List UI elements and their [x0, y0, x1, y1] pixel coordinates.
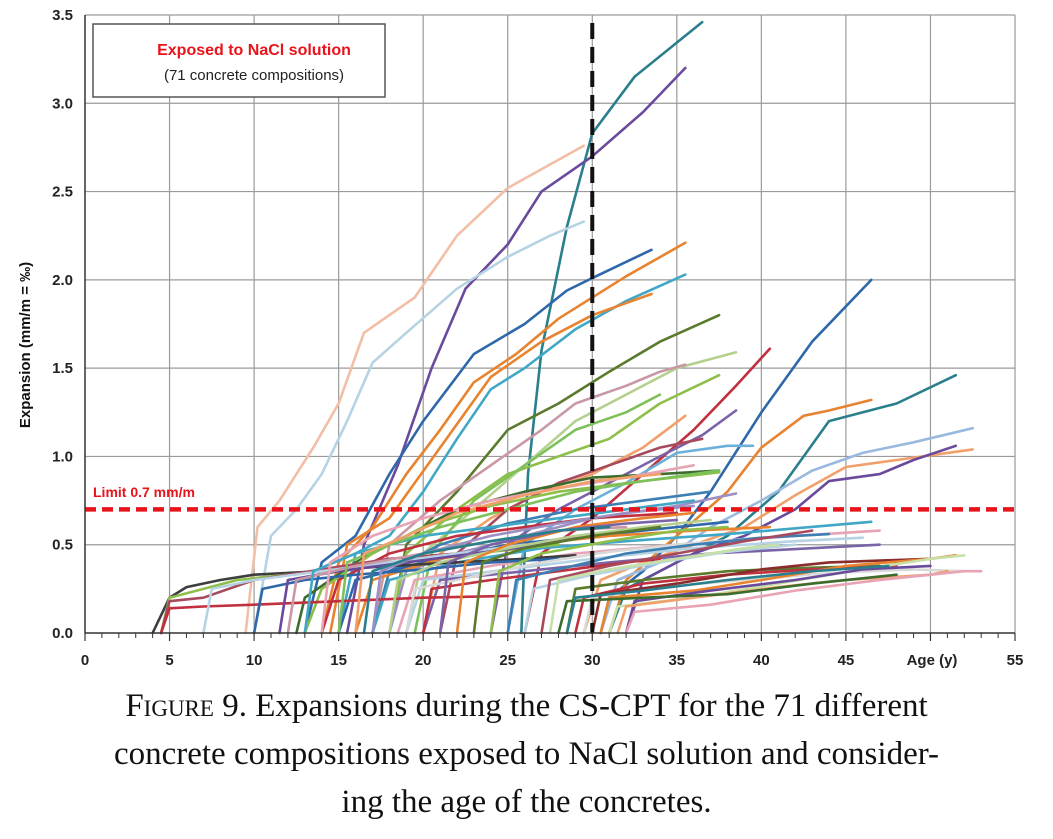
y-tick-label: 1.5: [52, 360, 73, 377]
series-line-57: [337, 469, 721, 635]
series-line-45: [557, 573, 898, 635]
x-tick-label: 20: [415, 652, 432, 669]
series-line-59: [371, 504, 696, 635]
limit-label: Limit 0.7 mm/m: [93, 484, 195, 500]
series-line-71: [548, 543, 780, 635]
series-line-3: [244, 144, 586, 635]
series-lines: [151, 20, 983, 635]
x-axis-label: Age (y): [907, 652, 958, 669]
caption-label: Figure 9.: [125, 688, 247, 724]
series-line-61: [404, 536, 763, 635]
y-tick-label: 2.0: [52, 272, 73, 289]
y-tick-label: 3.0: [52, 95, 73, 112]
caption-line-3: ing the age of the concretes.: [341, 784, 712, 820]
x-tick-label: 40: [753, 652, 770, 669]
series-line-65: [540, 529, 814, 635]
legend-box: Exposed to NaCl solution (71 concrete co…: [92, 23, 386, 98]
series-line-1: [519, 20, 704, 635]
x-tick-label: 45: [838, 652, 855, 669]
y-tick-label: 1.0: [52, 448, 73, 465]
series-line-4: [252, 220, 586, 635]
y-tick-label: 3.5: [52, 7, 73, 24]
series-line-7: [337, 273, 687, 635]
series-line-2: [345, 66, 687, 635]
series-line-19: [599, 426, 975, 635]
y-tick-label: 2.5: [52, 184, 73, 201]
series-line-70: [362, 525, 611, 635]
series-line-51: [202, 543, 526, 635]
grid: [85, 14, 1016, 633]
x-tick-label: 25: [499, 652, 516, 669]
series-line-5: [303, 248, 653, 635]
series-line-64: [523, 543, 797, 635]
series-line-69: [438, 518, 679, 635]
legend-title: Exposed to NaCl solution: [157, 42, 351, 59]
series-line-13: [371, 363, 687, 635]
x-tick-label: 30: [584, 652, 601, 669]
legend-subtitle: (71 concrete compositions): [164, 67, 344, 84]
x-tick-label: 55: [1007, 652, 1024, 669]
series-line-32: [371, 520, 873, 635]
x-tick-label: 5: [165, 652, 173, 669]
y-tick-label: 0.0: [52, 625, 73, 642]
x-tick-label: 15: [330, 652, 347, 669]
series-line-52: [252, 557, 560, 635]
series-line-46: [565, 564, 890, 635]
caption-text-1: Expansions during the CS-CPT for the 71 …: [255, 688, 928, 724]
figure-caption: Figure 9. Expansions during the CS-CPT f…: [0, 682, 1053, 826]
expansion-chart: 0 5 10 15 20 25 30 35 40 45 55 0.0 0.5 1.0 1.5 2.0 2.5 3.…: [17, 7, 1023, 669]
series-line-38: [582, 568, 966, 635]
series-line-68: [472, 525, 662, 635]
series-line-60: [388, 518, 712, 635]
series-line-44: [624, 569, 983, 635]
tick-labels: 0 5 10 15 20 25 30 35 40 45 55 0.0 0.5 1.0 1.5 2.0 2.5 3.…: [52, 7, 1023, 669]
series-line-11: [404, 350, 738, 635]
series-line-21: [624, 444, 958, 635]
series-line-67: [455, 511, 696, 635]
caption-line-2: concrete compositions exposed to NaCl so…: [113, 736, 940, 772]
axes: [84, 15, 1016, 641]
series-line-8: [328, 292, 653, 635]
series-line-50: [159, 594, 510, 635]
x-tick-label: 35: [668, 652, 685, 669]
series-line-41: [607, 553, 966, 635]
y-tick-label: 0.5: [52, 537, 73, 554]
x-tick-label: 10: [246, 652, 263, 669]
series-line-36: [565, 564, 882, 635]
reference-lines: [85, 23, 1015, 633]
legend-frame: [92, 23, 386, 98]
series-line-66: [489, 525, 729, 635]
y-axis-label: Expansion (mm/m = ‰): [17, 262, 34, 428]
series-line-15: [413, 393, 662, 635]
x-tick-label: 0: [81, 652, 89, 669]
caption-line-1: Figure 9. Expansions during the CS-CPT f…: [0, 682, 1053, 730]
series-line-35: [421, 543, 882, 635]
